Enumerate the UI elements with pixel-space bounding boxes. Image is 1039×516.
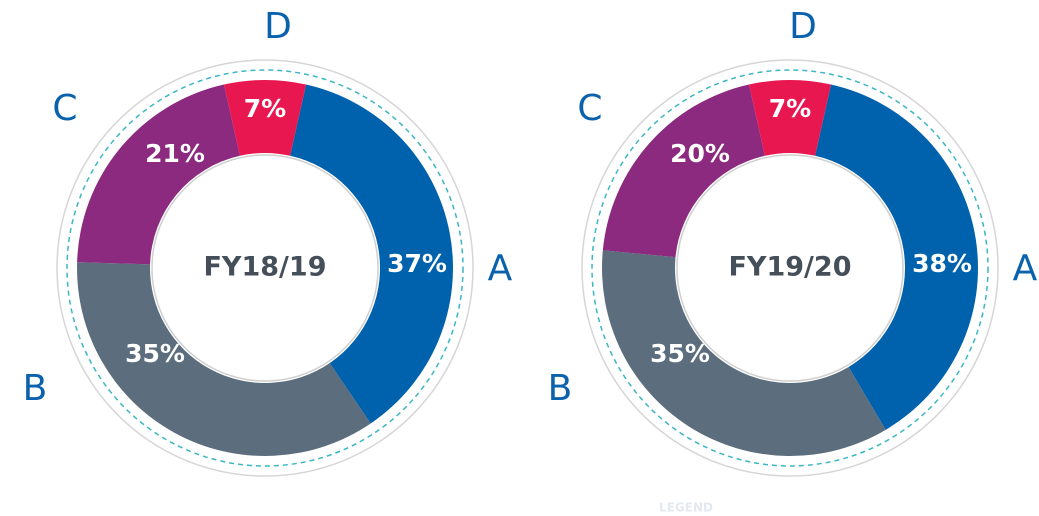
value-label: 38%: [912, 249, 972, 278]
chart-title: FY18/19: [203, 252, 326, 283]
dashed-ring: [591, 69, 989, 467]
donut-segment: [223, 80, 307, 156]
value-label: 7%: [244, 94, 286, 123]
chart-title: FY19/20: [728, 252, 851, 283]
donut-segment: [290, 84, 453, 424]
inner-circle: [151, 154, 379, 382]
inner-circle: [676, 154, 904, 382]
dashed-ring: [66, 69, 464, 467]
category-label: B: [23, 368, 48, 409]
donut-segment: [77, 84, 240, 265]
value-label: 37%: [387, 249, 447, 278]
value-label: 20%: [670, 139, 730, 168]
category-label: D: [789, 6, 817, 47]
donut-segment: [602, 84, 765, 258]
donut-segment: [815, 84, 978, 430]
value-label: 7%: [769, 94, 811, 123]
category-label: B: [548, 368, 573, 409]
category-label: A: [488, 248, 513, 289]
category-label: C: [52, 88, 77, 129]
outer-ring: [581, 59, 999, 477]
value-label: 21%: [145, 139, 205, 168]
category-label: C: [577, 88, 602, 129]
value-label: 35%: [125, 339, 185, 368]
value-label: 35%: [650, 339, 710, 368]
category-label: A: [1013, 248, 1038, 289]
legend-title: LEGEND: [659, 501, 713, 515]
donut-segment: [748, 80, 832, 156]
outer-ring: [56, 59, 474, 477]
category-label: D: [264, 6, 292, 47]
donut-segment: [602, 250, 886, 456]
donut-segment: [76, 262, 371, 456]
